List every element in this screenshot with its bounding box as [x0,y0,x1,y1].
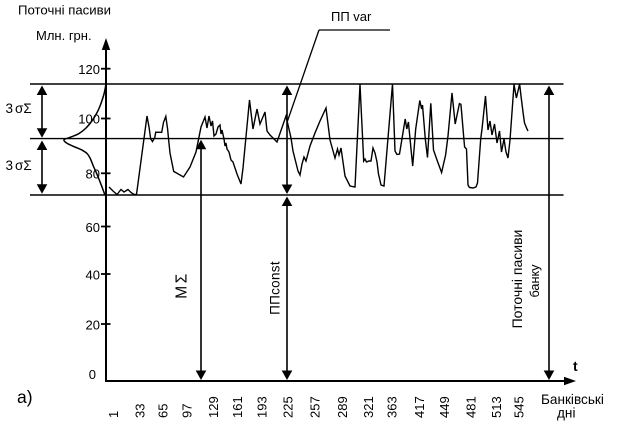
svg-text:3σΣ: 3 σΣ [6,101,32,116]
svg-text:33: 33 [133,404,148,418]
svg-text:банку: банку [528,264,542,298]
svg-text:Банківські: Банківські [541,392,604,407]
svg-text:321: 321 [361,396,376,418]
svg-text:513: 513 [489,396,504,418]
svg-text:20: 20 [86,318,100,333]
svg-text:289: 289 [335,396,350,418]
svg-text:257: 257 [308,396,323,418]
svg-text:0: 0 [89,367,96,382]
svg-text:дні: дні [557,406,575,421]
svg-text:363: 363 [384,396,399,418]
svg-text:193: 193 [254,396,269,418]
svg-text:100: 100 [78,112,100,127]
svg-text:Поточні пасиви: Поточні пасиви [509,230,525,329]
svg-text:417: 417 [412,396,427,418]
svg-text:ППconst: ППconst [268,261,283,315]
svg-text:545: 545 [511,396,526,418]
svg-text:449: 449 [437,396,452,418]
svg-text:а): а) [17,387,33,407]
svg-text:ПП var: ПП var [331,9,372,24]
svg-text:65: 65 [156,404,171,418]
svg-text:Млн. грн.: Млн. грн. [36,28,92,43]
svg-text:225: 225 [280,396,295,418]
svg-text:97: 97 [180,404,195,418]
svg-text:t: t [573,358,578,374]
svg-text:Поточні пасиви: Поточні пасиви [18,3,111,18]
svg-text:60: 60 [86,220,100,235]
svg-text:120: 120 [78,62,100,77]
svg-text:129: 129 [206,396,221,418]
svg-text:МΣ: МΣ [174,271,191,299]
svg-text:1: 1 [106,411,121,418]
svg-text:80: 80 [86,167,100,182]
svg-text:161: 161 [230,396,245,418]
svg-text:481: 481 [464,396,479,418]
svg-text:40: 40 [86,268,100,283]
svg-text:3σΣ: 3 σΣ [6,158,32,173]
